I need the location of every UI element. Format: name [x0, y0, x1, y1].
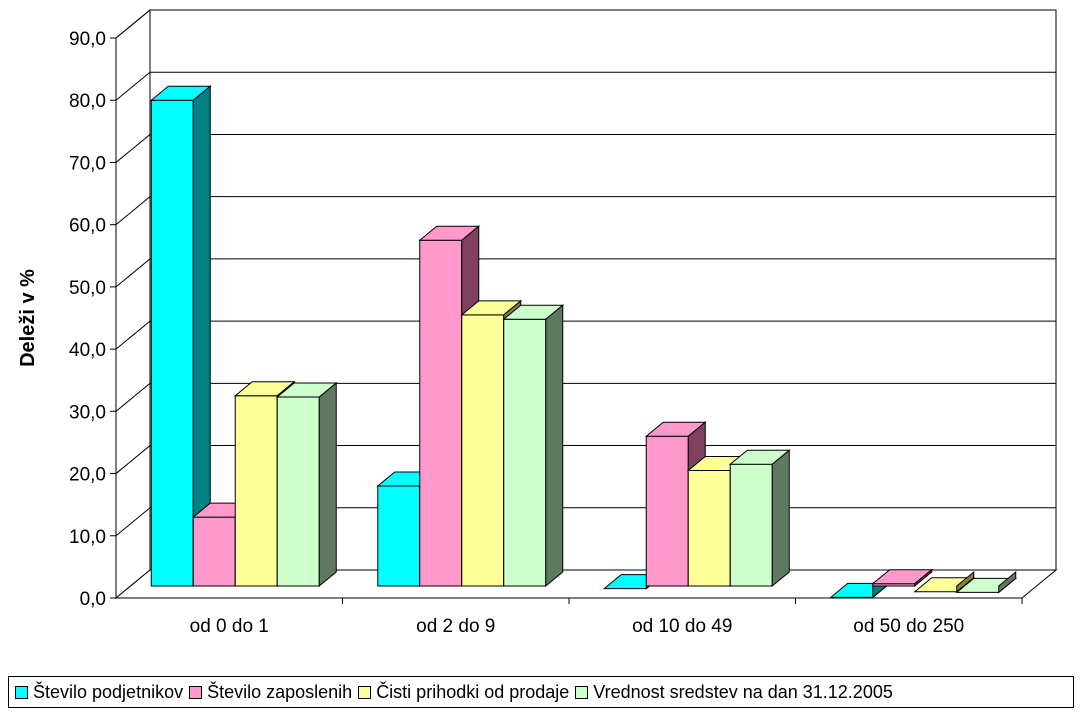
y-tick-label: 20,0	[69, 465, 106, 486]
x-tick-label: od 0 do 1	[190, 616, 269, 637]
gridline	[115, 445, 1056, 474]
gridline	[115, 196, 1056, 226]
bar-front	[276, 396, 320, 587]
bar-front	[687, 469, 731, 587]
legend-item: Čisti prihodki od prodaje	[358, 682, 569, 703]
bar	[913, 570, 976, 593]
legend-label: Število podjetnikov	[33, 681, 184, 702]
bar-front	[377, 485, 421, 587]
y-tick-label: 40,0	[69, 340, 106, 361]
legend-swatch	[358, 685, 372, 699]
bar-front	[461, 314, 505, 587]
y-tick-label: 30,0	[69, 402, 106, 423]
x-tick-label: od 2 do 9	[416, 616, 495, 637]
bar-front	[419, 239, 463, 587]
y-tick-label: 60,0	[69, 216, 106, 237]
gridline	[115, 320, 1056, 350]
bar-side	[545, 304, 564, 588]
legend-swatch	[575, 685, 589, 699]
gridline	[115, 9, 1056, 39]
gridline	[115, 258, 1056, 288]
gridlines	[115, 9, 1056, 537]
legend-item: Število podjetnikov	[15, 682, 183, 703]
legend-swatch	[189, 685, 203, 699]
gridline	[115, 71, 1056, 101]
bar	[149, 85, 212, 588]
bar-side	[914, 568, 933, 588]
legend-swatch	[15, 685, 28, 699]
legend-label: Čisti prihodki od prodaje	[376, 681, 570, 702]
bar	[728, 449, 791, 588]
bar-side	[318, 381, 337, 588]
y-tick-label: 70,0	[69, 153, 106, 174]
bar-side	[771, 449, 790, 588]
gridline	[115, 382, 1056, 412]
legend-label: Vrednost sredstev na dan 31.12.2005	[593, 681, 893, 702]
bar-front	[150, 99, 194, 587]
bar-front	[645, 435, 689, 587]
y-tick-label: 50,0	[69, 278, 106, 299]
bar	[871, 568, 934, 588]
x-tick-label: od 10 do 49	[632, 616, 732, 637]
y-tick-label: 90,0	[69, 29, 106, 50]
bar	[275, 381, 338, 588]
bar	[955, 570, 1018, 594]
bar-side	[998, 570, 1017, 594]
legend-label: Število zaposlenih	[207, 681, 353, 702]
y-tick-label: 10,0	[69, 527, 106, 548]
gridline	[115, 133, 1056, 163]
side-wall	[115, 8, 151, 600]
y-axis-label: Deleži v %	[17, 269, 39, 367]
x-tick-label: od 50 do 250	[853, 616, 964, 637]
bar-front	[234, 395, 278, 587]
legend: Število podjetnikov Število zaposlenih Čis…	[8, 676, 1074, 708]
axes: 0,0 10,0 20,0 30,0 40,0 50,0 60,0 70,0 80,0 90,0 o…	[69, 29, 1023, 637]
bar-front	[729, 463, 773, 587]
y-tick-label: 0,0	[80, 589, 106, 610]
bars	[149, 85, 1018, 599]
legend-item: Število zaposlenih	[189, 682, 352, 703]
bar-front	[503, 318, 547, 587]
bar-front	[192, 516, 236, 587]
legend-item: Vrednost sredstev na dan 31.12.2005	[575, 682, 893, 703]
bar	[502, 304, 565, 588]
y-tick-label: 80,0	[69, 91, 106, 112]
